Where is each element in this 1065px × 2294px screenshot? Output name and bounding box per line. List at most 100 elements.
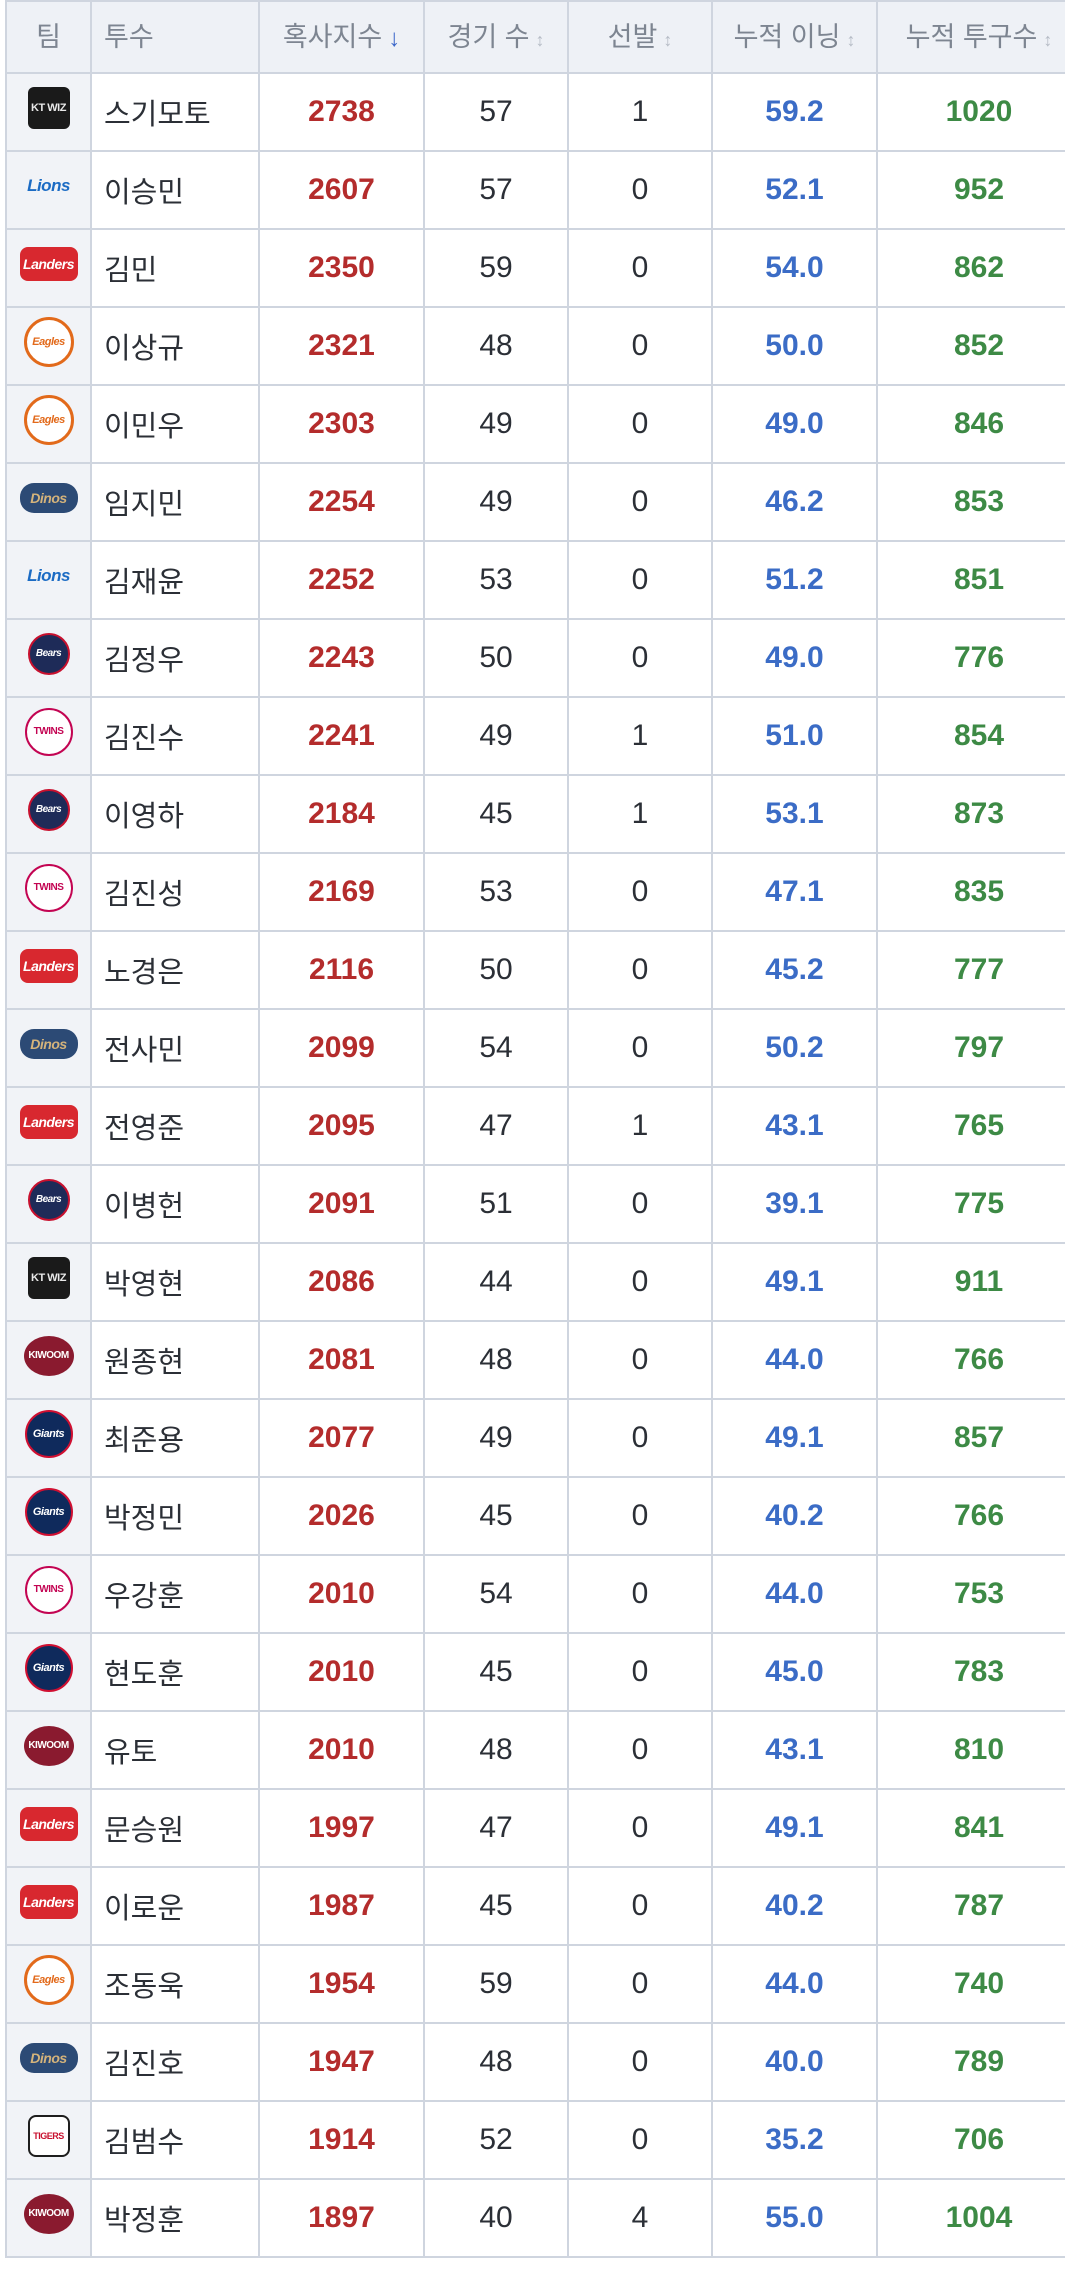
header-pitcher[interactable]: 투수 (90, 0, 260, 74)
games-count: 49 (423, 1398, 569, 1478)
games-count: 49 (423, 384, 569, 464)
table-row[interactable]: Dinos 김진호 1947 48 0 40.0 789 (5, 2022, 1065, 2102)
header-index[interactable]: 혹사지수 ↓ (258, 0, 425, 74)
overuse-index: 2738 (258, 72, 425, 152)
starts-count: 0 (567, 930, 713, 1010)
table-row[interactable]: Eagles 조동욱 1954 59 0 44.0 740 (5, 1944, 1065, 2024)
starts-count: 0 (567, 228, 713, 308)
table-row[interactable]: Bears 김정우 2243 50 0 49.0 776 (5, 618, 1065, 698)
innings-total: 50.0 (711, 306, 878, 386)
table-row[interactable]: Dinos 임지민 2254 49 0 46.2 853 (5, 462, 1065, 542)
table-row[interactable]: Lions 김재윤 2252 53 0 51.2 851 (5, 540, 1065, 620)
overuse-index: 2116 (258, 930, 425, 1010)
innings-total: 46.2 (711, 462, 878, 542)
table-row[interactable]: Bears 이영하 2184 45 1 53.1 873 (5, 774, 1065, 854)
innings-total: 43.1 (711, 1086, 878, 1166)
starts-count: 0 (567, 306, 713, 386)
team-cell: TWINS (5, 696, 92, 776)
team-logo-landers-icon: Landers (19, 949, 78, 983)
games-count: 45 (423, 1476, 569, 1556)
table-row[interactable]: Landers 노경은 2116 50 0 45.2 777 (5, 930, 1065, 1010)
starts-count: 0 (567, 1944, 713, 2024)
overuse-index: 2350 (258, 228, 425, 308)
games-count: 45 (423, 1632, 569, 1712)
header-starts[interactable]: 선발 ↕ (567, 0, 713, 74)
table-row[interactable]: Eagles 이상규 2321 48 0 50.0 852 (5, 306, 1065, 386)
table-row[interactable]: Dinos 전사민 2099 54 0 50.2 797 (5, 1008, 1065, 1088)
table-row[interactable]: KIWOOM 유토 2010 48 0 43.1 810 (5, 1710, 1065, 1790)
pitches-total: 841 (876, 1788, 1065, 1868)
table-row[interactable]: TIGERS 김범수 1914 52 0 35.2 706 (5, 2100, 1065, 2180)
table-row[interactable]: Landers 김민 2350 59 0 54.0 862 (5, 228, 1065, 308)
pitches-total: 857 (876, 1398, 1065, 1478)
table-row[interactable]: Lions 이승민 2607 57 0 52.1 952 (5, 150, 1065, 230)
team-logo-giants-icon: Giants (24, 1410, 73, 1458)
pitches-total: 1020 (876, 72, 1065, 152)
table-row[interactable]: KT WIZ 박영현 2086 44 0 49.1 911 (5, 1242, 1065, 1322)
pitches-total: 775 (876, 1164, 1065, 1244)
pitcher-name: 박정훈 (90, 2178, 260, 2258)
table-row[interactable]: Giants 최준용 2077 49 0 49.1 857 (5, 1398, 1065, 1478)
header-pitches[interactable]: 누적 투구수 ↕ (876, 0, 1065, 74)
games-count: 54 (423, 1008, 569, 1088)
pitches-total: 835 (876, 852, 1065, 932)
overuse-index: 2077 (258, 1398, 425, 1478)
starts-count: 0 (567, 150, 713, 230)
games-count: 48 (423, 306, 569, 386)
table-row[interactable]: KIWOOM 원종현 2081 48 0 44.0 766 (5, 1320, 1065, 1400)
games-count: 59 (423, 228, 569, 308)
table-row[interactable]: Eagles 이민우 2303 49 0 49.0 846 (5, 384, 1065, 464)
team-logo-giants-icon: Giants (24, 1488, 73, 1536)
table-row[interactable]: Landers 문승원 1997 47 0 49.1 841 (5, 1788, 1065, 1868)
starts-count: 0 (567, 540, 713, 620)
starts-count: 0 (567, 1788, 713, 1868)
games-count: 59 (423, 1944, 569, 2024)
table-row[interactable]: KIWOOM 박정훈 1897 40 4 55.0 1004 (5, 2178, 1065, 2258)
pitcher-name: 노경은 (90, 930, 260, 1010)
team-logo-dinos-icon: Dinos (19, 483, 78, 513)
pitcher-name: 김정우 (90, 618, 260, 698)
pitcher-name: 임지민 (90, 462, 260, 542)
team-cell: Eagles (5, 1944, 92, 2024)
games-count: 48 (423, 1710, 569, 1790)
pitcher-name: 김진성 (90, 852, 260, 932)
table-row[interactable]: Landers 이로운 1987 45 0 40.2 787 (5, 1866, 1065, 1946)
team-logo-landers-icon: Landers (19, 1105, 78, 1139)
pitches-total: 846 (876, 384, 1065, 464)
header-innings[interactable]: 누적 이닝 ↕ (711, 0, 878, 74)
pitcher-name: 이영하 (90, 774, 260, 854)
team-cell: TIGERS (5, 2100, 92, 2180)
innings-total: 44.0 (711, 1944, 878, 2024)
table-row[interactable]: TWINS 김진성 2169 53 0 47.1 835 (5, 852, 1065, 932)
starts-count: 0 (567, 384, 713, 464)
table-row[interactable]: TWINS 김진수 2241 49 1 51.0 854 (5, 696, 1065, 776)
sort-desc-icon: ↓ (388, 25, 401, 52)
team-logo-bears-icon: Bears (27, 1179, 70, 1221)
team-cell: Bears (5, 774, 92, 854)
starts-count: 0 (567, 1554, 713, 1634)
team-logo-kiwoom-icon: KIWOOM (23, 1336, 74, 1376)
team-cell: Landers (5, 1788, 92, 1868)
table-row[interactable]: Giants 현도훈 2010 45 0 45.0 783 (5, 1632, 1065, 1712)
innings-total: 50.2 (711, 1008, 878, 1088)
pitcher-overuse-table: 팀 투수 혹사지수 ↓ 경기 수 ↕ 선발 ↕ 누적 이닝 ↕ 누적 투구수 ↕ KT W… (5, 0, 1065, 2258)
pitcher-name: 조동욱 (90, 1944, 260, 2024)
innings-total: 40.2 (711, 1866, 878, 1946)
team-cell: Giants (5, 1398, 92, 1478)
table-row[interactable]: KT WIZ 스기모토 2738 57 1 59.2 1020 (5, 72, 1065, 152)
pitcher-name: 전사민 (90, 1008, 260, 1088)
games-count: 51 (423, 1164, 569, 1244)
pitches-total: 862 (876, 228, 1065, 308)
table-row[interactable]: TWINS 우강훈 2010 54 0 44.0 753 (5, 1554, 1065, 1634)
header-team[interactable]: 팀 (5, 0, 92, 74)
starts-count: 1 (567, 696, 713, 776)
starts-count: 0 (567, 2100, 713, 2180)
sort-icon: ↕ (846, 30, 856, 50)
table-row[interactable]: Landers 전영준 2095 47 1 43.1 765 (5, 1086, 1065, 1166)
starts-count: 0 (567, 462, 713, 542)
table-row[interactable]: Giants 박정민 2026 45 0 40.2 766 (5, 1476, 1065, 1556)
header-games[interactable]: 경기 수 ↕ (423, 0, 569, 74)
table-header-row: 팀 투수 혹사지수 ↓ 경기 수 ↕ 선발 ↕ 누적 이닝 ↕ 누적 투구수 ↕ (5, 0, 1065, 74)
table-row[interactable]: Bears 이병헌 2091 51 0 39.1 775 (5, 1164, 1065, 1244)
starts-count: 4 (567, 2178, 713, 2258)
